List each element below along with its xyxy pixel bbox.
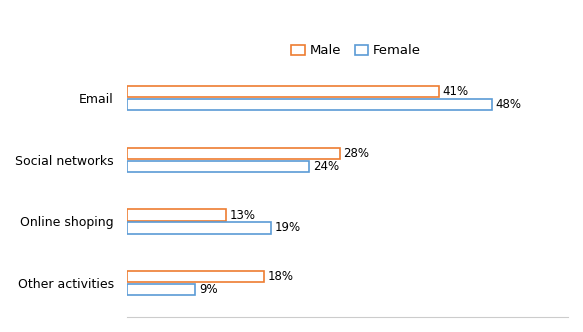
Bar: [127, 271, 264, 282]
Legend: Male, Female: Male, Female: [286, 39, 426, 63]
Bar: [127, 99, 492, 110]
Bar: [127, 161, 310, 172]
Text: 48%: 48%: [496, 98, 522, 111]
Text: 24%: 24%: [313, 160, 339, 173]
Text: 41%: 41%: [442, 85, 469, 98]
Text: 9%: 9%: [199, 283, 217, 296]
Text: 28%: 28%: [343, 147, 370, 160]
Bar: [127, 222, 271, 233]
Bar: [127, 148, 340, 159]
Text: 19%: 19%: [275, 221, 301, 234]
Bar: [127, 284, 195, 295]
Bar: [127, 209, 226, 220]
Bar: [127, 86, 438, 97]
Text: 18%: 18%: [268, 270, 294, 283]
Text: 13%: 13%: [230, 208, 255, 221]
